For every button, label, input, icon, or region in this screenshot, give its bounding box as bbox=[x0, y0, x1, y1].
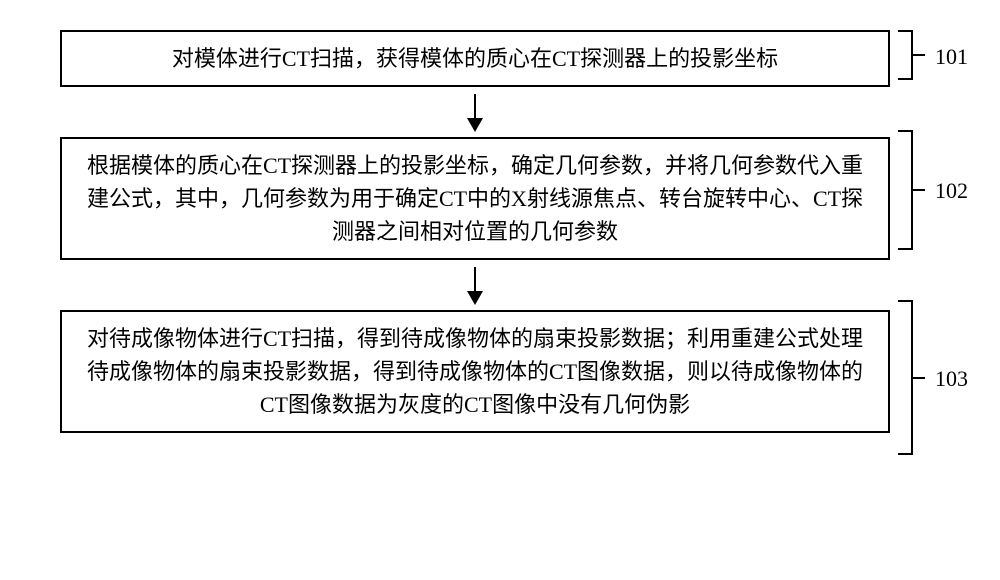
flow-step-3: 对待成像物体进行CT扫描，得到待成像物体的扇束投影数据；利用重建公式处理待成像物… bbox=[60, 310, 890, 433]
step-text: 根据模体的质心在CT探测器上的投影坐标，确定几何参数，并将几何参数代入重建公式，… bbox=[87, 153, 863, 244]
flow-step-2: 根据模体的质心在CT探测器上的投影坐标，确定几何参数，并将几何参数代入重建公式，… bbox=[60, 137, 890, 260]
step-text: 对模体进行CT扫描，获得模体的质心在CT探测器上的投影坐标 bbox=[172, 46, 778, 71]
bracket-1 bbox=[898, 30, 928, 80]
step-text: 对待成像物体进行CT扫描，得到待成像物体的扇束投影数据；利用重建公式处理待成像物… bbox=[87, 326, 863, 417]
bracket-3 bbox=[898, 300, 928, 455]
bracket-2 bbox=[898, 130, 928, 250]
step-label-1: 101 bbox=[935, 44, 968, 70]
step-label-2: 102 bbox=[935, 178, 968, 204]
arrow-2-3 bbox=[60, 260, 890, 310]
step-label-3: 103 bbox=[935, 366, 968, 392]
arrow-down-icon bbox=[474, 94, 476, 130]
arrow-1-2 bbox=[60, 87, 890, 137]
flow-step-1: 对模体进行CT扫描，获得模体的质心在CT探测器上的投影坐标 bbox=[60, 30, 890, 87]
flowchart-container: 对模体进行CT扫描，获得模体的质心在CT探测器上的投影坐标 根据模体的质心在CT… bbox=[60, 30, 890, 433]
arrow-down-icon bbox=[474, 267, 476, 303]
